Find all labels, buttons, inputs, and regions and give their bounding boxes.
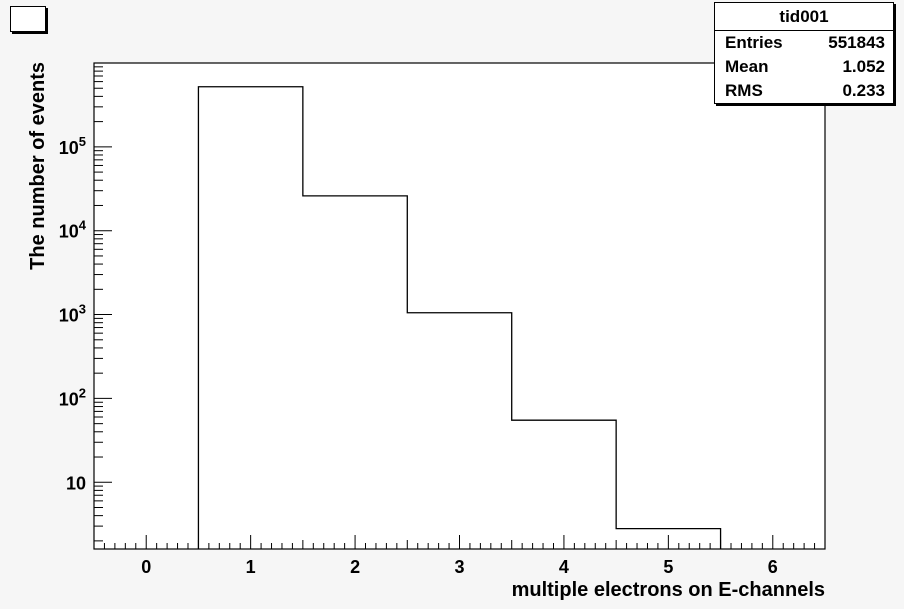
x-ticks (93, 535, 826, 549)
y-tick-labels: 10 102 103 104 105 (59, 134, 87, 493)
stats-histogram-name: tid001 (715, 3, 893, 31)
x-tick-label: 2 (350, 557, 360, 577)
x-tick-label: 6 (768, 557, 778, 577)
stats-row-rms: RMS 0.233 (715, 79, 893, 103)
y-minor-ticks (94, 66, 103, 542)
stats-row-mean: Mean 1.052 (715, 55, 893, 79)
x-tick-label: 3 (454, 557, 464, 577)
stats-value: 0.233 (842, 81, 885, 100)
stats-label: Entries (725, 33, 783, 52)
y-axis-title: The number of events (27, 62, 49, 270)
x-tick-labels: 0 1 2 3 4 5 6 (141, 557, 778, 577)
y-tick-label: 104 (59, 218, 87, 242)
y-tick-label: 103 (59, 302, 86, 326)
x-tick-label: 0 (141, 557, 151, 577)
y-tick-label: 10 (66, 473, 86, 493)
y-tick-label: 105 (59, 134, 86, 158)
histogram-bars (197, 86, 722, 549)
stats-value: 551843 (828, 33, 885, 52)
x-tick-label: 4 (559, 557, 569, 577)
x-tick-label: 5 (663, 557, 673, 577)
y-tick-label: 102 (59, 385, 86, 409)
stats-label: RMS (725, 81, 763, 100)
stats-row-entries: Entries 551843 (715, 31, 893, 55)
plot-frame (93, 62, 826, 550)
histogram-title-box (10, 6, 46, 32)
stats-label: Mean (725, 57, 769, 76)
x-tick-label: 1 (246, 557, 256, 577)
y-major-ticks (94, 62, 112, 483)
stats-value: 1.052 (842, 57, 885, 76)
statistics-box: tid001 Entries 551843 Mean 1.052 RMS 0.2… (714, 2, 894, 104)
x-axis-title: multiple electrons on E-channels (512, 579, 825, 601)
histogram-outline (197, 86, 722, 549)
